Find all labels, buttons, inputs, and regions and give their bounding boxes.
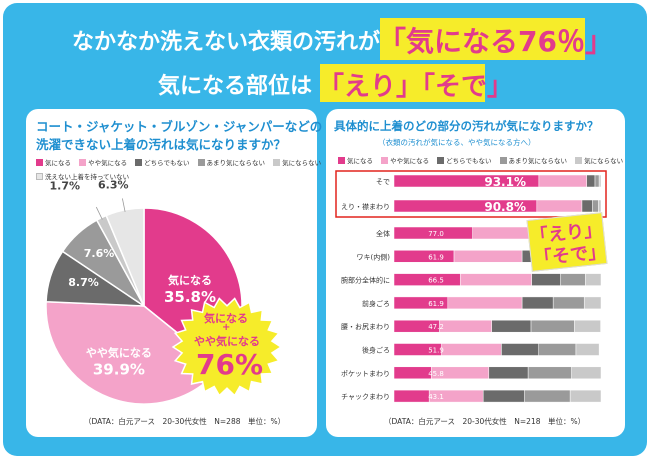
bar-segment (459, 273, 532, 286)
bar-value-label: 61.9 (428, 253, 444, 261)
bar-value-label: 43.1 (428, 393, 444, 401)
pie-label: やや気になる 39.9% (86, 345, 152, 378)
pie-label: 1.7% (50, 180, 81, 193)
bar-segment (583, 296, 602, 310)
legend-item: やや気になる (381, 157, 429, 165)
bar-segment (521, 296, 554, 310)
bar-segment (441, 343, 502, 356)
bar-segment (598, 174, 602, 188)
bar-value-label: 61.9 (428, 300, 444, 308)
stacked-bar-chart: そで 93.1% えり・襟まわり 90.8% 全体 77.0 ワキ(内側) 61.9 腕部分全体… (335, 170, 607, 403)
right-data-note: （DATA：白元アース 20-30代女性 N=218 単位：%） (384, 417, 586, 426)
bar-category-label: ワキ(内側) (357, 252, 391, 261)
right-question: 具体的に上着のどの部分の汚れが気になりますか？ (334, 119, 599, 133)
bar-segment (581, 199, 593, 213)
bar-segment (536, 199, 583, 213)
callout-burst-icon (171, 297, 283, 397)
bar-category-label: チャックまわり (341, 393, 390, 401)
pie-label: 6.3% (98, 179, 129, 192)
bar-segment (538, 343, 577, 356)
title-line1: なかなか洗えない衣類の汚れが (72, 30, 381, 55)
highlight-box (335, 170, 607, 218)
bar-value-label: 93.1% (484, 175, 526, 189)
legend-item: 洗えない上着を持っていない (36, 173, 129, 181)
bar-segment (598, 199, 602, 213)
bar-segment (538, 174, 587, 188)
bar-category-label: 前身ごろ (362, 299, 390, 308)
bar-segment (585, 273, 602, 286)
bar-segment (560, 273, 586, 286)
legend-item: 気になる (36, 159, 71, 167)
bar-segment (524, 389, 571, 403)
legend-item: 気になる (338, 157, 373, 165)
bar-segment (527, 366, 572, 380)
bar-value-label: 90.8% (484, 200, 526, 214)
bar-value-label: 66.5 (428, 277, 444, 285)
left-data-note: （DATA：白元アース 20-30代女性 N=288 単位：%） (84, 417, 286, 426)
left-legend: 気になる やや気になる どちらでもない あまり気にならない 気にならない 洗えな… (36, 157, 327, 181)
bar-segment (571, 366, 602, 380)
legend-item: あまり気にならない (197, 159, 265, 167)
bar-segment (501, 343, 539, 356)
bar-segment (453, 250, 523, 263)
legend-item: あまり気にならない (499, 157, 567, 165)
bar-segment (530, 319, 575, 333)
bar-segment (569, 389, 602, 403)
bar-segment (393, 366, 432, 380)
bar-value-label: 45.8 (428, 370, 444, 378)
pie-leader-line (95, 206, 103, 220)
pie-leader-line (122, 198, 126, 212)
legend-item: 気にならない (273, 159, 321, 167)
callout-line1: 気になる (204, 312, 248, 325)
pie-label: 気になる 35.8% (164, 273, 216, 306)
bar-category-label: ポケットまわり (341, 370, 390, 378)
legend-item: どちらでもない (135, 159, 189, 167)
right-subquestion: （衣類の汚れが気になる、やや気になる方へ） (378, 138, 536, 147)
legend-item: やや気になる (79, 159, 127, 167)
title-highlight-2 (320, 64, 485, 102)
bar-segment (393, 250, 455, 263)
callout-value: 76% (196, 348, 264, 381)
bar-segment (447, 296, 523, 310)
bar-segment (488, 366, 529, 380)
bar-segment (586, 174, 596, 188)
bar-segment (594, 174, 600, 188)
title-line1-highlight: 「気になる76％」 (378, 25, 613, 58)
bar-category-label: 腕部分全体的に (341, 276, 390, 285)
bar-segment (482, 389, 525, 403)
pie-label: 8.7% (68, 276, 99, 289)
bar-category-label: 腰・お尻まわり (341, 323, 390, 331)
bar-segment (439, 319, 492, 333)
callout-76: 気になる + やや気になる 76% (168, 296, 286, 398)
bar-segment (575, 343, 600, 356)
title-highlight-1 (380, 18, 585, 60)
bar-segment (592, 199, 599, 213)
callout-line2: + (222, 322, 231, 333)
left-question-line1: コート・ジャケット・ブルゾン・ジャンパーなどの (36, 119, 323, 134)
pie-label: 7.6% (84, 247, 115, 260)
right-legend: 気になる やや気になる どちらでもない あまり気にならない 気にならない (338, 155, 629, 165)
bar-category-label: 全体 (376, 229, 390, 238)
bar-value-label: 51.9 (428, 347, 444, 355)
bar-value-label: 77.0 (428, 230, 444, 238)
bar-category-label: そで (376, 178, 390, 186)
bar-segment (531, 273, 561, 286)
title-line2: 気になる部位は (158, 74, 313, 99)
bar-segment (393, 273, 461, 286)
bar-segment (393, 389, 430, 403)
bar-category-label: えり・襟まわり (341, 202, 390, 211)
left-question-line2: 洗濯できない上着の汚れは気になりますか？ (36, 137, 287, 152)
callout-line3: やや気になる (194, 335, 260, 348)
bar-segment (552, 296, 585, 310)
bar-category-label: 後身ごろ (362, 346, 390, 355)
right-panel: 具体的に上着のどの部分の汚れが気になりますか？ （衣類の汚れが気になる、やや気に… (326, 109, 625, 437)
title-line2-highlight: 「えり」「そで」 (318, 72, 514, 102)
bar-value-label: 47.2 (428, 323, 444, 331)
pie-slice (45, 300, 222, 405)
legend-item: 気にならない (575, 157, 623, 165)
legend-item: どちらでもない (437, 157, 491, 165)
bar-segment (491, 319, 532, 333)
bar-segment (574, 319, 601, 333)
